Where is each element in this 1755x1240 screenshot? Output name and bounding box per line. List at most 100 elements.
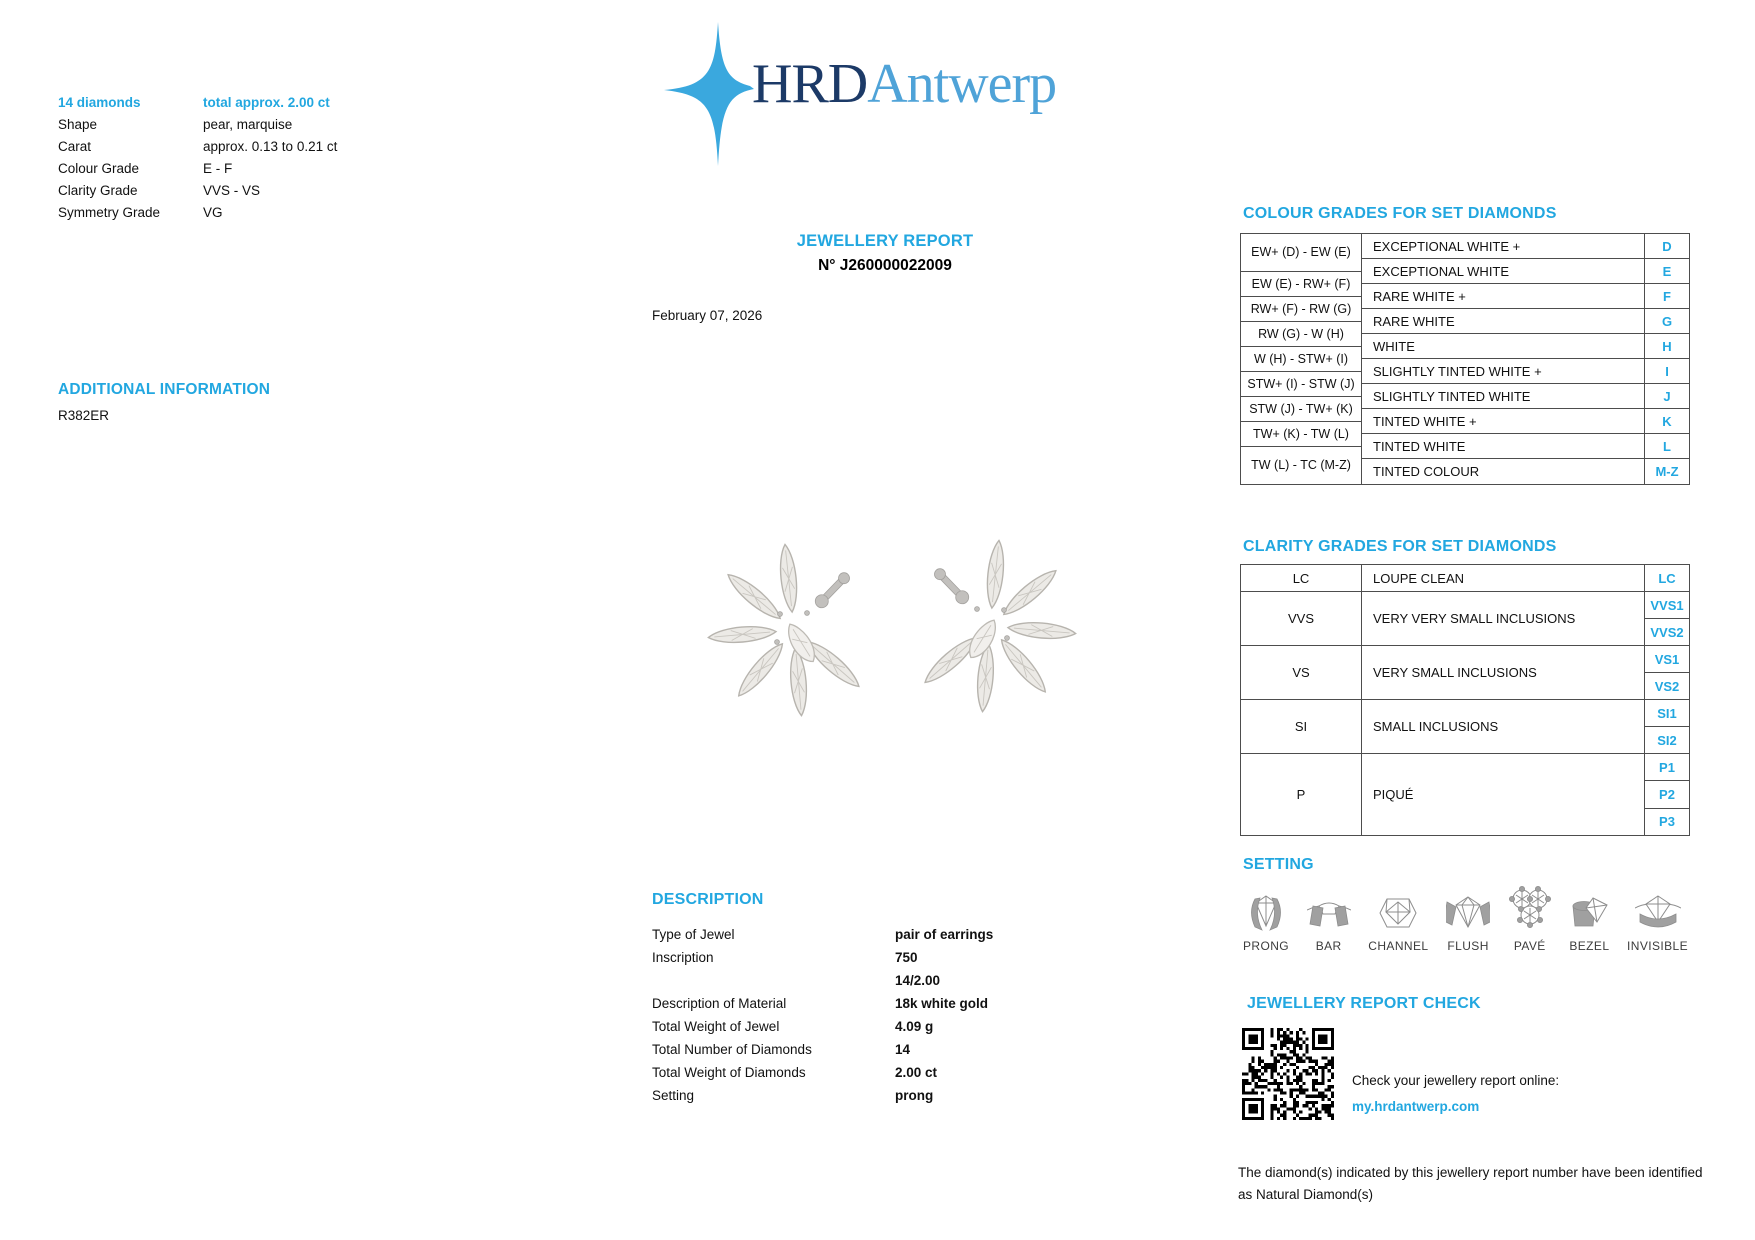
summary-row-symmetry: Symmetry Grade VG [58, 202, 337, 224]
report-title: JEWELLERY REPORT [796, 232, 974, 250]
colour-grade-row: EXCEPTIONAL WHITE + D [1362, 234, 1689, 259]
clarity-letter: P1 [1659, 759, 1675, 775]
colour-grades-heading: COLOUR GRADES FOR SET DIAMONDS [1243, 205, 1557, 222]
colour-grade-name: RARE WHITE + [1362, 284, 1645, 308]
description-value: 4.09 g [895, 1019, 934, 1034]
setting-heading: SETTING [1243, 856, 1314, 873]
colour-grade-row: SLIGHTLY TINTED WHITE + I [1362, 359, 1689, 384]
clarity-letter: SI1 [1657, 705, 1677, 721]
colour-grade-name: TINTED COLOUR [1362, 459, 1645, 484]
summary-label: Shape [58, 117, 98, 132]
clarity-grades-table: LC LOUPE CLEAN LC VVS VERY VERY SMALL IN… [1240, 564, 1690, 836]
inscription-line-1: 750 [895, 950, 918, 965]
setting-type-prong: PRONG [1243, 886, 1289, 953]
colour-grade-name: EXCEPTIONAL WHITE + [1362, 234, 1645, 258]
summary-label: Colour Grade [58, 161, 140, 176]
colour-grade-row: TINTED COLOUR M-Z [1362, 459, 1689, 484]
colour-grade-name: EXCEPTIONAL WHITE [1362, 259, 1645, 283]
colour-grade-row: SLIGHTLY TINTED WHITE J [1362, 384, 1689, 409]
description-row-type: Type of Jewel pair of earrings [652, 923, 993, 946]
colour-range-cell: EW (E) - RW+ (F) [1241, 272, 1361, 297]
colour-range-cell: TW+ (K) - TW (L) [1241, 422, 1361, 447]
setting-type-invisible: INVISIBLE [1627, 886, 1688, 953]
logo-antwerp: Antwerp [867, 53, 1057, 115]
colour-grade-letter: I [1665, 363, 1669, 379]
summary-row-shape: Shape pear, marquise [58, 114, 337, 136]
report-check-heading: JEWELLERY REPORT CHECK [1247, 995, 1481, 1012]
description-value: 18k white gold [895, 996, 989, 1011]
colour-grade-row: TINTED WHITE + K [1362, 409, 1689, 434]
check-online-label: Check your jewellery report online: [1352, 1073, 1560, 1088]
setting-type-flush: FLUSH [1446, 886, 1491, 953]
summary-label: Clarity Grade [58, 183, 138, 198]
logo-wordmark: HRDAntwerp [752, 53, 1057, 115]
clarity-letter: VS2 [1645, 672, 1689, 699]
colour-range-cell: STW+ (I) - STW (J) [1241, 372, 1361, 397]
colour-grade-row: WHITE H [1362, 334, 1689, 359]
description-label: Description of Material [652, 996, 787, 1011]
colour-grade-name: TINTED WHITE [1362, 434, 1645, 458]
colour-grade-row: RARE WHITE G [1362, 309, 1689, 334]
colour-grade-letter: D [1662, 238, 1672, 254]
description-label: Total Weight of Diamonds [652, 1065, 806, 1080]
description-heading: DESCRIPTION [652, 891, 764, 908]
colour-range-cell: W (H) - STW+ (I) [1241, 347, 1361, 372]
bezel-setting-icon [1572, 897, 1609, 927]
setting-type-label: FLUSH [1447, 939, 1489, 953]
colour-grade-name: TINTED WHITE + [1362, 409, 1645, 433]
report-header: JEWELLERY REPORT N° J260000022009 [660, 232, 1110, 275]
summary-value: E - F [203, 161, 233, 176]
clarity-row-vs: VS VERY SMALL INCLUSIONS VS1 VS2 [1241, 646, 1689, 700]
colour-grade-letter: K [1662, 413, 1672, 429]
diamond-summary: 14 diamonds total approx. 2.00 ct Shape … [58, 92, 337, 224]
prong-setting-icon [1251, 895, 1281, 931]
colour-grade-name: WHITE [1362, 334, 1645, 358]
clarity-name: PIQUÉ [1362, 754, 1645, 835]
invisible-setting-icon [1634, 895, 1681, 928]
setting-type-bar: BAR [1306, 886, 1351, 953]
clarity-row-si: SI SMALL INCLUSIONS SI1 SI2 [1241, 700, 1689, 754]
natural-diamond-disclaimer: The diamond(s) indicated by this jewelle… [1238, 1165, 1703, 1202]
description-value: 14 [895, 1042, 911, 1057]
setting-type-label: INVISIBLE [1627, 939, 1688, 953]
logo-hrd: HRD [752, 53, 868, 115]
description-label: Total Weight of Jewel [652, 1019, 780, 1034]
clarity-grades-heading: CLARITY GRADES FOR SET DIAMONDS [1243, 538, 1557, 555]
clarity-name: VERY SMALL INCLUSIONS [1362, 646, 1645, 699]
colour-range-column: EW+ (D) - EW (E) EW (E) - RW+ (F) RW+ (F… [1241, 234, 1362, 484]
summary-label: Symmetry Grade [58, 205, 161, 220]
clarity-letter: P3 [1645, 807, 1689, 835]
colour-range-cell: STW (J) - TW+ (K) [1241, 397, 1361, 422]
flush-setting-icon [1446, 896, 1491, 929]
clarity-name: VERY VERY SMALL INCLUSIONS [1362, 592, 1645, 645]
colour-range-cell: EW+ (D) - EW (E) [1241, 234, 1361, 272]
clarity-letter: P2 [1645, 780, 1689, 807]
report-check-link[interactable]: my.hrdantwerp.com [1352, 1099, 1480, 1114]
summary-row-clarity: Clarity Grade VVS - VS [58, 180, 337, 202]
clarity-name: LOUPE CLEAN [1362, 565, 1645, 591]
setting-type-label: CHANNEL [1368, 939, 1429, 953]
clarity-abbr: LC [1241, 565, 1362, 591]
description-row-diamond-count: Total Number of Diamonds 14 [652, 1038, 993, 1061]
description-row-diamond-weight: Total Weight of Diamonds 2.00 ct [652, 1061, 993, 1084]
inscription-line-2: 14/2.00 [895, 973, 941, 988]
colour-grade-row: EXCEPTIONAL WHITE E [1362, 259, 1689, 284]
colour-grade-row: TINTED WHITE L [1362, 434, 1689, 459]
summary-value: pear, marquise [203, 117, 293, 132]
colour-grade-name: SLIGHTLY TINTED WHITE + [1362, 359, 1645, 383]
colour-grade-name: SLIGHTLY TINTED WHITE [1362, 384, 1645, 408]
qr-code-icon [1242, 1028, 1334, 1120]
description-row-inscription: Inscription 750 14/2.00 [652, 946, 993, 992]
clarity-row-lc: LC LOUPE CLEAN LC [1241, 565, 1689, 592]
description-label: Type of Jewel [652, 927, 735, 942]
additional-information-heading: ADDITIONAL INFORMATION [58, 381, 271, 398]
setting-type-label: BEZEL [1569, 939, 1610, 953]
additional-information-value: R382ER [58, 408, 110, 423]
description-row-jewel-weight: Total Weight of Jewel 4.09 g [652, 1015, 993, 1038]
clarity-letter: VS1 [1654, 651, 1680, 667]
clarity-abbr: VVS [1241, 592, 1362, 645]
description-row-material: Description of Material 18k white gold [652, 992, 993, 1015]
additional-information: ADDITIONAL INFORMATION R382ER [58, 381, 270, 423]
description-value: 750 14/2.00 [895, 946, 940, 992]
colour-grade-row: RARE WHITE + F [1362, 284, 1689, 309]
